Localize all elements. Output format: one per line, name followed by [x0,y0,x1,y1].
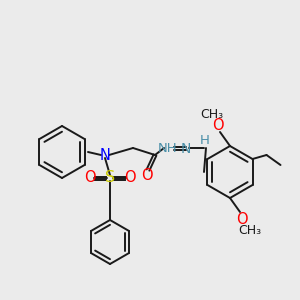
Text: O: O [212,118,224,133]
Text: N: N [181,142,191,156]
Text: NH: NH [158,142,178,154]
Text: N: N [100,148,110,163]
Text: CH₃: CH₃ [200,107,224,121]
Text: O: O [124,170,136,185]
Text: O: O [141,169,153,184]
Text: O: O [84,170,96,185]
Text: S: S [105,170,115,185]
Text: CH₃: CH₃ [238,224,262,236]
Text: H: H [200,134,210,148]
Text: O: O [236,212,248,226]
